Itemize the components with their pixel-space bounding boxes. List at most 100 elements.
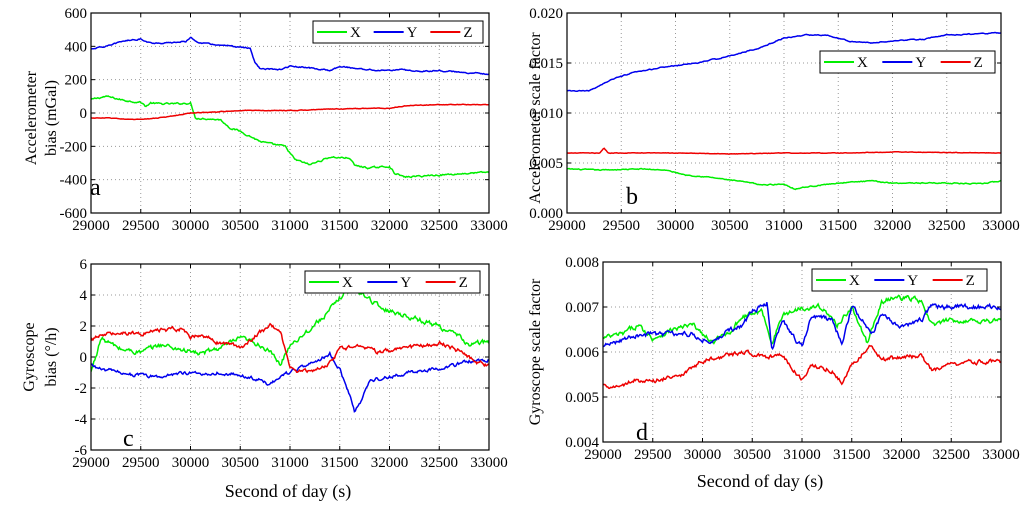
series-line-x — [91, 95, 489, 179]
x-tick-label: 30000 — [172, 218, 210, 234]
panel-b: 29000 29500 30000 30500 31000 31500 32000 32500… — [527, 6, 1020, 234]
x-tick-label: 29500 — [122, 218, 160, 234]
x-tick-label: 31500 — [321, 455, 359, 471]
x-tick-label: 32000 — [371, 218, 409, 234]
x-axis-title-bottom-right: Second of day (s) — [697, 471, 823, 492]
legend-label-z: Z — [966, 273, 975, 289]
legend-label-x: X — [849, 273, 860, 289]
x-tick-label: 31500 — [321, 218, 359, 234]
legend-label-x: X — [857, 55, 868, 71]
x-tick-label: 30000 — [684, 447, 722, 463]
x-tick-label: 31000 — [765, 218, 803, 234]
legend-label-y: Y — [407, 25, 418, 41]
x-tick-label: 33000 — [982, 447, 1020, 463]
y-tick-label: -4 — [75, 412, 88, 428]
y-tick-label: 0.007 — [565, 300, 599, 316]
series-line-z — [91, 103, 489, 121]
legend-label-z: Z — [974, 55, 983, 71]
series-line-z — [567, 147, 1001, 155]
series-group — [567, 31, 1001, 191]
x-tick-label: 29000 — [72, 455, 110, 471]
x-tick-label: 30000 — [657, 218, 695, 234]
series-line-y — [567, 31, 1001, 92]
y-tick-label: -6 — [75, 443, 88, 459]
x-tick-label: 30000 — [172, 455, 210, 471]
x-tick-label: 32500 — [928, 218, 966, 234]
series-group — [91, 287, 489, 413]
x-tick-label: 30500 — [711, 218, 749, 234]
panel-letter: a — [90, 175, 101, 201]
y-tick-label: 200 — [65, 73, 88, 89]
y-tick-label: 0.008 — [565, 255, 599, 271]
x-tick-label: 29500 — [634, 447, 672, 463]
y-tick-label: -2 — [75, 381, 88, 397]
y-tick-label: 600 — [65, 6, 88, 22]
x-tick-label: 29500 — [122, 455, 160, 471]
y-axis-title: Accelerometer scale factor — [527, 32, 544, 204]
series-line-x — [91, 287, 489, 372]
y-tick-label: 0 — [80, 106, 88, 122]
y-tick-label: 0.010 — [529, 106, 563, 122]
y-axis-title: Gyroscope scale factor — [527, 278, 544, 425]
x-tick-label: 32500 — [421, 455, 459, 471]
y-tick-label: -200 — [60, 139, 88, 155]
y-tick-label: 6 — [80, 257, 88, 273]
legend-label-x: X — [350, 25, 361, 41]
y-axis-title: bias (mGal) — [43, 80, 60, 156]
y-tick-label: 0.004 — [565, 435, 599, 451]
y-tick-label: 2 — [80, 319, 88, 335]
y-tick-label: 0.005 — [565, 390, 599, 406]
panel-a: 29000 29500 30000 30500 31000 31500 32000 32500… — [23, 6, 508, 234]
x-tick-label: 33000 — [982, 218, 1020, 234]
x-tick-label: 30500 — [222, 218, 260, 234]
x-tick-label: 33000 — [470, 218, 508, 234]
y-axis-title: Gyroscope — [21, 322, 38, 391]
legend-label-y: Y — [915, 55, 926, 71]
panel-d: 29000 29500 30000 30500 31000 31500 32000 32500… — [527, 255, 1020, 463]
series-line-y — [91, 36, 489, 76]
x-tick-label: 33000 — [470, 455, 508, 471]
legend: X Y Z — [312, 20, 484, 44]
panel-c: 29000 29500 30000 30500 31000 31500 32000 32500… — [21, 257, 508, 471]
x-tick-label: 29500 — [603, 218, 641, 234]
legend: X Y Z — [819, 50, 996, 74]
y-axis-title: Accelerometer — [23, 70, 40, 165]
series-line-z — [91, 322, 489, 374]
x-tick-label: 31500 — [820, 218, 858, 234]
x-tick-label: 29000 — [584, 447, 622, 463]
series-group — [91, 36, 489, 179]
gridlines — [91, 264, 489, 450]
y-tick-label: 4 — [80, 288, 88, 304]
legend-label-x: X — [342, 275, 353, 291]
gridlines — [567, 13, 1001, 213]
x-tick-label: 30500 — [734, 447, 772, 463]
x-axis-title-bottom-left: Second of day (s) — [225, 481, 351, 502]
panel-letter: d — [636, 420, 648, 446]
x-tick-label: 31500 — [833, 447, 871, 463]
x-tick-label: 30500 — [222, 455, 260, 471]
series-line-z — [603, 344, 1001, 390]
y-tick-label: 0.020 — [529, 6, 563, 22]
x-tick-label: 32500 — [421, 218, 459, 234]
y-axis-title: bias (°/h) — [43, 327, 60, 386]
y-tick-label: 0.000 — [529, 206, 563, 222]
legend: X Y Z — [304, 270, 481, 294]
x-tick-label: 32000 — [874, 218, 912, 234]
x-tick-label: 31000 — [271, 455, 309, 471]
x-tick-label: 31000 — [783, 447, 821, 463]
y-tick-label: 0 — [80, 350, 88, 366]
series-group — [603, 294, 1001, 390]
y-tick-label: 0.015 — [529, 56, 563, 72]
series-line-x — [567, 167, 1001, 191]
x-tick-label: 32000 — [371, 455, 409, 471]
y-tick-label: -600 — [60, 206, 88, 222]
legend-label-z: Z — [463, 25, 472, 41]
x-tick-label: 32000 — [883, 447, 921, 463]
series-line-y — [603, 302, 1001, 351]
x-tick-label: 29000 — [548, 218, 586, 234]
legend-label-y: Y — [400, 275, 411, 291]
x-tick-label: 32500 — [933, 447, 971, 463]
legend: X Y Z — [811, 268, 988, 292]
panel-letter: b — [626, 184, 638, 210]
